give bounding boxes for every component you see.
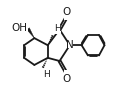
Polygon shape [27, 28, 34, 38]
FancyBboxPatch shape [67, 43, 73, 48]
Text: N: N [66, 40, 74, 50]
Text: O: O [62, 74, 71, 84]
Text: O: O [62, 7, 71, 17]
Text: OH: OH [11, 23, 27, 33]
Text: H: H [43, 70, 50, 79]
FancyBboxPatch shape [64, 70, 69, 75]
FancyBboxPatch shape [64, 15, 69, 20]
Text: H: H [54, 24, 61, 33]
